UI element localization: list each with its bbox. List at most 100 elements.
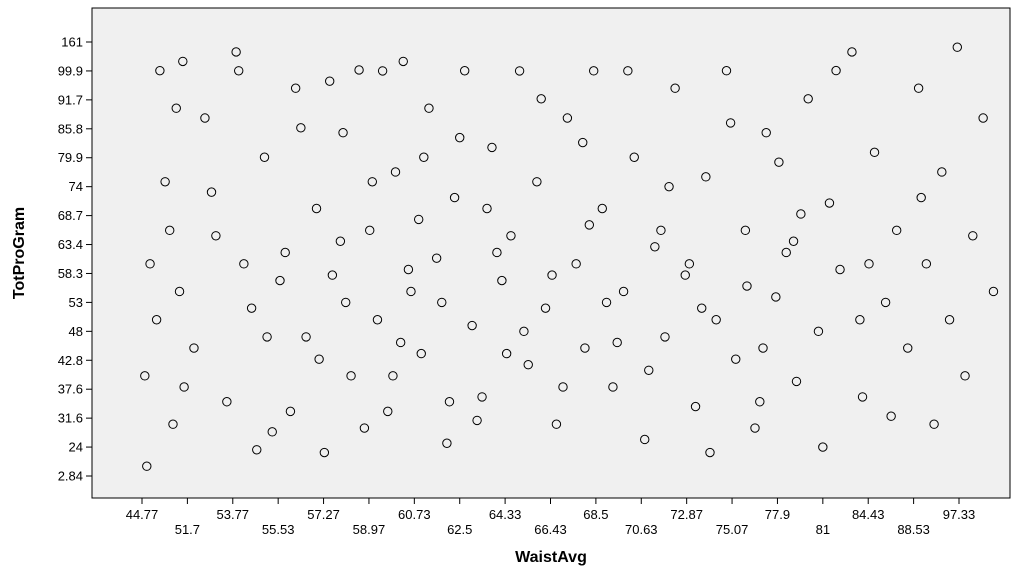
point <box>311 203 322 214</box>
point <box>670 83 680 93</box>
y-tick-label: 37.6 <box>58 382 83 397</box>
y-tick-label: 24 <box>69 440 83 455</box>
point <box>327 270 338 280</box>
point <box>660 332 670 342</box>
point <box>788 236 799 246</box>
x-tick-label: 51.7 <box>175 522 200 537</box>
point <box>388 371 398 381</box>
point <box>211 231 221 241</box>
point <box>383 406 393 417</box>
x-tick-label: 68.5 <box>583 507 608 522</box>
point <box>275 275 285 286</box>
point <box>813 326 824 337</box>
point <box>206 187 217 197</box>
point <box>886 411 896 421</box>
point <box>377 66 388 76</box>
point <box>145 259 155 269</box>
point <box>701 172 711 182</box>
point <box>365 225 375 236</box>
point <box>684 259 695 269</box>
point <box>547 270 557 280</box>
point <box>855 315 865 325</box>
point <box>968 231 978 241</box>
x-tick-label: 55.53 <box>262 522 295 537</box>
x-tick-label: 62.5 <box>447 522 472 537</box>
y-tick-label: 85.8 <box>58 121 83 136</box>
point <box>978 113 988 123</box>
y-tick-label: 2.84 <box>58 469 83 484</box>
point <box>395 337 406 348</box>
point <box>697 303 707 313</box>
point <box>588 66 599 76</box>
point <box>578 137 588 148</box>
point <box>536 94 546 104</box>
point <box>403 264 414 275</box>
x-tick-label: 70.63 <box>625 522 658 537</box>
point <box>558 382 568 392</box>
x-tick-label: 53.77 <box>217 507 250 522</box>
y-axis-title: TotProGram <box>11 207 28 299</box>
point <box>477 392 487 402</box>
point <box>262 332 272 342</box>
point <box>290 83 301 93</box>
point <box>367 177 377 187</box>
point <box>455 132 465 143</box>
point <box>519 326 529 337</box>
point <box>721 65 732 76</box>
point <box>612 337 622 348</box>
point <box>597 203 607 214</box>
y-tick-label: 68.7 <box>58 208 83 223</box>
x-tick-label: 77.9 <box>765 507 790 522</box>
y-tick-label: 58.3 <box>58 266 83 281</box>
point <box>174 286 185 297</box>
point <box>831 65 841 76</box>
point <box>532 177 542 187</box>
point <box>988 286 999 297</box>
point <box>179 382 189 392</box>
x-tick-label: 72.87 <box>670 507 703 522</box>
point <box>880 297 891 308</box>
point <box>629 152 639 162</box>
y-tick-label: 53 <box>69 295 83 310</box>
point <box>437 297 447 308</box>
point <box>690 401 701 412</box>
point <box>314 354 324 364</box>
point <box>424 103 434 113</box>
point <box>416 348 426 359</box>
x-axis-title: WaistAvg <box>515 549 587 566</box>
point <box>189 343 199 353</box>
point <box>324 76 335 86</box>
point <box>346 371 356 381</box>
point <box>406 286 416 297</box>
point <box>960 371 970 381</box>
point <box>472 415 482 426</box>
x-tick-label: 97.33 <box>943 507 976 522</box>
point <box>584 220 595 230</box>
x-tick-label: 66.43 <box>534 522 567 537</box>
point <box>419 152 429 162</box>
point <box>864 259 874 269</box>
point <box>151 315 162 325</box>
point <box>540 303 551 313</box>
point <box>319 447 330 458</box>
point <box>562 113 573 123</box>
point <box>742 281 752 291</box>
point <box>857 392 868 402</box>
point <box>390 167 401 177</box>
point <box>338 128 348 138</box>
point <box>413 214 424 225</box>
point <box>234 66 244 76</box>
plot-area <box>91 7 1011 499</box>
point <box>952 42 962 52</box>
point <box>487 142 497 153</box>
x-tick-label: 75.07 <box>716 522 749 537</box>
y-tick-label: 91.7 <box>58 92 83 107</box>
x-tick-label: 60.73 <box>398 507 431 522</box>
point <box>916 192 926 203</box>
point <box>761 128 771 138</box>
point <box>644 365 654 375</box>
point <box>285 406 296 417</box>
point <box>750 423 760 433</box>
point <box>791 376 802 387</box>
